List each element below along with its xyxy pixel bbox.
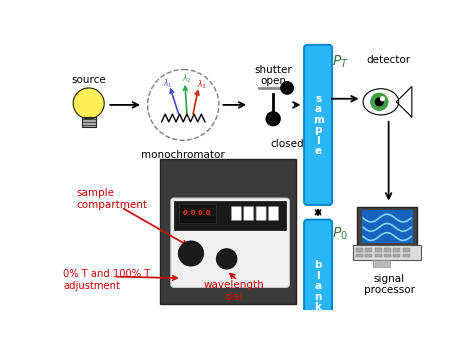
FancyBboxPatch shape <box>402 253 410 258</box>
Text: $\lambda_1$: $\lambda_1$ <box>163 77 173 90</box>
FancyBboxPatch shape <box>384 248 391 252</box>
Text: 0.0 0.0: 0.0 0.0 <box>183 211 211 216</box>
FancyBboxPatch shape <box>231 207 241 220</box>
FancyBboxPatch shape <box>174 201 286 230</box>
FancyBboxPatch shape <box>373 260 390 267</box>
Circle shape <box>217 249 237 269</box>
FancyBboxPatch shape <box>374 248 382 252</box>
Text: closed: closed <box>270 139 304 149</box>
FancyBboxPatch shape <box>356 253 363 258</box>
Circle shape <box>381 97 384 101</box>
FancyBboxPatch shape <box>171 198 290 287</box>
Text: monochromator: monochromator <box>141 150 225 160</box>
Circle shape <box>179 241 203 266</box>
Circle shape <box>375 98 383 106</box>
FancyBboxPatch shape <box>362 211 413 243</box>
Text: sample
compartment: sample compartment <box>76 188 147 209</box>
FancyBboxPatch shape <box>304 45 332 205</box>
FancyBboxPatch shape <box>356 248 363 252</box>
Ellipse shape <box>363 89 399 115</box>
FancyBboxPatch shape <box>393 253 400 258</box>
FancyBboxPatch shape <box>393 248 400 252</box>
FancyBboxPatch shape <box>82 117 96 127</box>
Text: $P_T$: $P_T$ <box>332 54 349 71</box>
FancyBboxPatch shape <box>353 245 421 260</box>
Text: $\lambda_2$: $\lambda_2$ <box>182 73 191 85</box>
FancyBboxPatch shape <box>304 220 332 348</box>
Text: $\lambda_3$: $\lambda_3$ <box>197 79 207 92</box>
Text: signal
processor: signal processor <box>364 274 415 295</box>
FancyBboxPatch shape <box>357 207 417 247</box>
Circle shape <box>73 88 104 119</box>
FancyBboxPatch shape <box>244 207 254 220</box>
Text: b
l
a
n
k: b l a n k <box>314 260 322 312</box>
Text: source: source <box>71 75 106 85</box>
Text: detector: detector <box>366 55 410 65</box>
Circle shape <box>281 82 293 94</box>
FancyBboxPatch shape <box>384 253 391 258</box>
Circle shape <box>371 93 388 110</box>
Text: shutter
open: shutter open <box>254 65 292 86</box>
FancyBboxPatch shape <box>365 253 373 258</box>
FancyBboxPatch shape <box>402 248 410 252</box>
Circle shape <box>266 112 280 126</box>
FancyBboxPatch shape <box>374 253 382 258</box>
FancyBboxPatch shape <box>179 204 216 223</box>
FancyBboxPatch shape <box>160 159 296 303</box>
Text: s
a
m
p
l
e: s a m p l e <box>313 94 324 156</box>
FancyBboxPatch shape <box>256 207 266 220</box>
Text: 0% T and 100% T
adjustment: 0% T and 100% T adjustment <box>63 269 150 291</box>
FancyBboxPatch shape <box>365 248 373 252</box>
Text: wavelength
dial: wavelength dial <box>203 280 264 302</box>
FancyBboxPatch shape <box>268 207 279 220</box>
Text: $P_0$: $P_0$ <box>332 226 348 242</box>
